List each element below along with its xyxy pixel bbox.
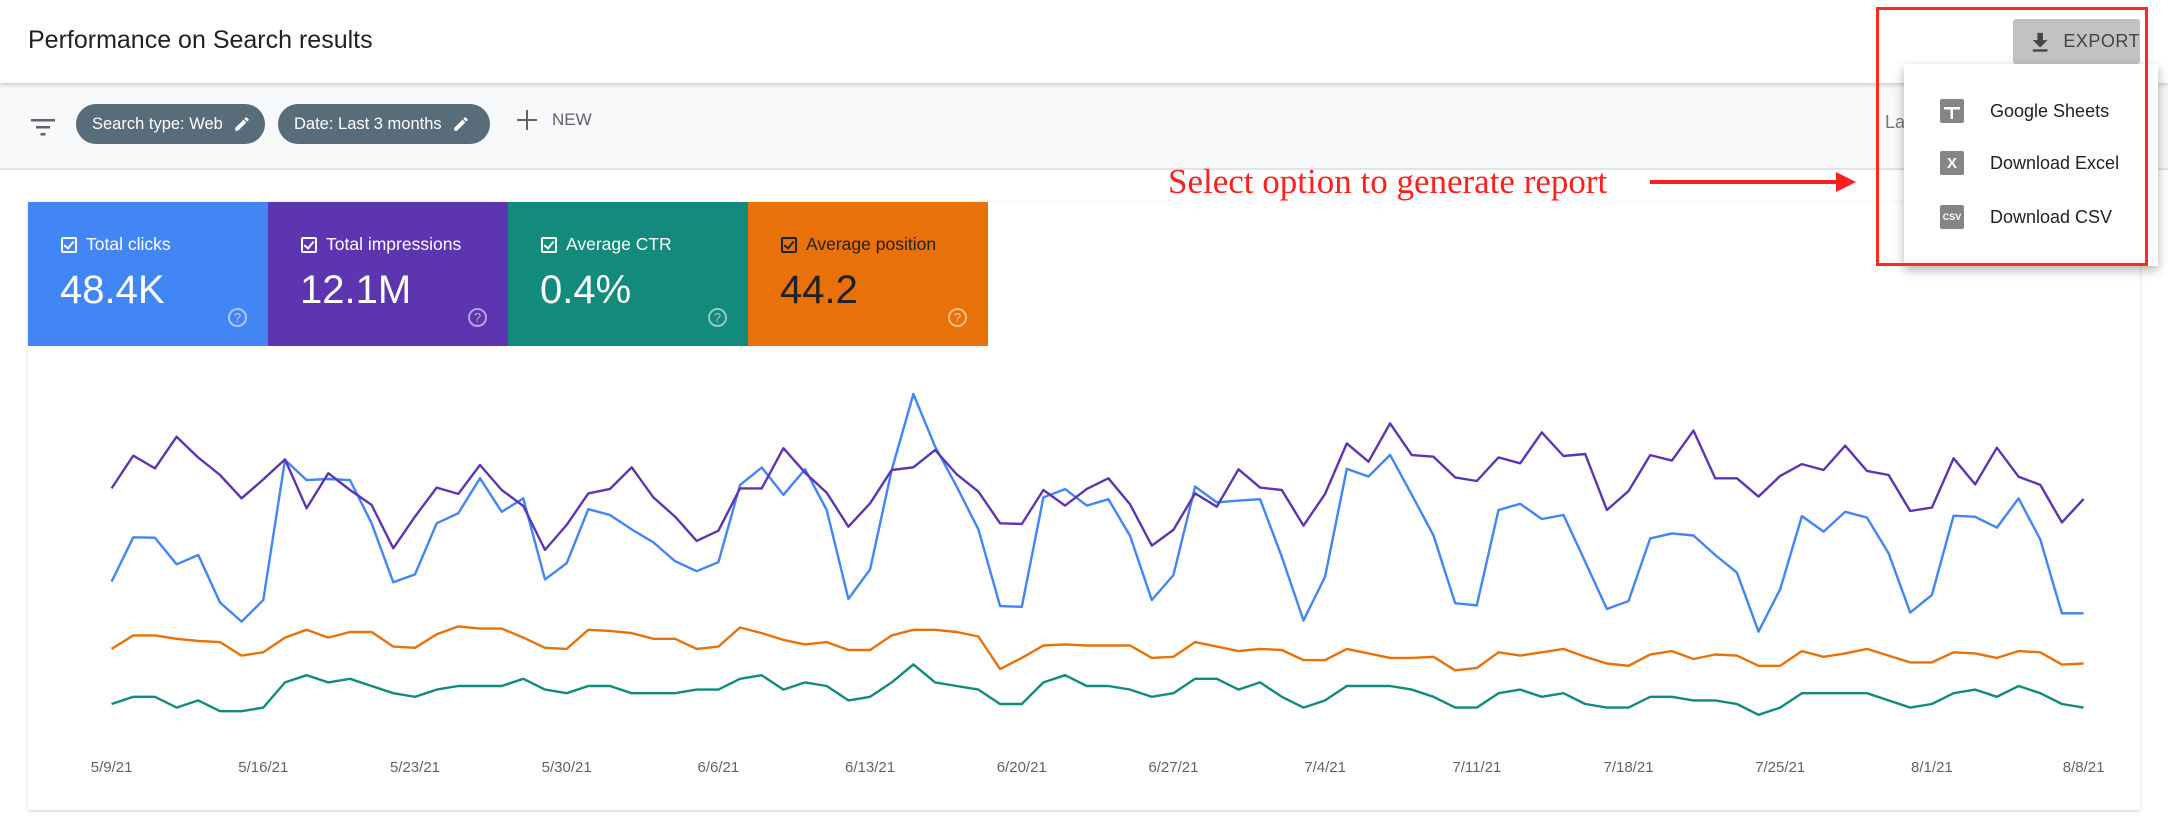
series-line-clicks [110,392,2084,633]
metric-value: 12.1M [300,268,412,312]
x-tick-label: 5/30/21 [541,759,592,776]
checkbox-checked-icon[interactable] [61,236,77,253]
annotation-arrow [1650,180,1840,184]
metric-card-total-clicks[interactable]: Total clicks 48.4K ? [28,202,268,346]
performance-panel: Total clicks 48.4K ? Total impressions 1… [28,202,2140,810]
new-filter-button[interactable]: NEW [516,109,592,131]
arrow-head-icon [1836,172,1856,192]
filter-icon[interactable] [30,117,56,137]
x-tick-label: 8/8/21 [2062,759,2105,776]
metric-value: 48.4K [60,268,165,312]
edit-pencil-icon [453,117,468,131]
date-range-chip[interactable]: Date: Last 3 months [278,104,490,144]
annotation-text: Select option to generate report [1168,162,1608,201]
search-type-chip[interactable]: Search type: Web [76,104,265,144]
x-tick-label: 6/20/21 [996,759,1047,776]
metric-card-average-position[interactable]: Average position 44.2 ? [748,202,988,346]
metric-value: 44.2 [780,268,858,312]
chip-label: Date: Last 3 months [294,114,442,133]
menu-item-label: Download Excel [1990,152,2120,173]
metric-card-average-ctr[interactable]: Average CTR 0.4% ? [508,202,748,346]
edit-pencil-icon [235,117,249,131]
download-icon [2032,32,2048,52]
metric-label: Total impressions [326,234,462,254]
metric-label: Average position [806,234,937,254]
partial-label: La [1885,112,1906,132]
help-icon[interactable]: ? [708,308,727,327]
checkbox-checked-icon[interactable] [541,236,557,253]
page-title: Performance on Search results [28,26,373,54]
series-line-impressions [110,422,2085,552]
chip-label: Search type: Web [92,114,223,133]
series-line-position [110,625,2084,672]
excel-icon: X [1940,151,1964,175]
metric-label: Total clicks [86,234,171,254]
x-tick-label: 5/9/21 [90,759,133,776]
checkbox-checked-icon[interactable] [301,236,317,253]
menu-item-google-sheets[interactable]: Google Sheets [1904,87,2158,135]
x-tick-label: 7/11/21 [1452,759,1502,776]
export-label: EXPORT [2063,31,2140,51]
x-tick-label: 8/1/21 [1911,759,1953,776]
help-icon[interactable]: ? [948,308,967,327]
export-menu: Google Sheets X Download Excel CSV Downl… [1904,64,2158,266]
export-button[interactable]: EXPORT [2013,19,2140,64]
x-tick-label: 7/25/21 [1755,759,1806,776]
x-tick-label: 5/23/21 [389,759,440,776]
metric-card-total-impressions[interactable]: Total impressions 12.1M ? [268,202,508,346]
x-tick-label: 7/18/21 [1603,759,1654,776]
x-tick-label: 7/4/21 [1304,759,1346,776]
metric-label: Average CTR [566,234,672,254]
help-icon[interactable]: ? [468,308,487,327]
menu-item-download-csv[interactable]: CSV Download CSV [1904,193,2158,241]
menu-item-download-excel[interactable]: X Download Excel [1904,139,2158,187]
page-header: Performance on Search results [0,0,2168,83]
plus-icon [517,110,537,130]
menu-item-label: Download CSV [1990,206,2113,227]
x-tick-label: 6/27/21 [1148,759,1199,776]
help-icon[interactable]: ? [228,308,247,327]
metric-value: 0.4% [540,268,632,312]
series-line-ctr [111,663,2084,716]
filter-bar: Search type: Web Date: Last 3 months NEW… [0,83,2168,170]
csv-icon: CSV [1940,205,1964,229]
x-tick-label: 5/16/21 [238,759,289,776]
google-sheets-icon [1940,99,1964,123]
checkbox-checked-icon[interactable] [781,236,797,253]
x-tick-label: 6/13/21 [845,759,896,776]
x-tick-label: 6/6/21 [697,759,740,776]
new-label: NEW [552,110,592,129]
menu-item-label: Google Sheets [1990,100,2110,121]
